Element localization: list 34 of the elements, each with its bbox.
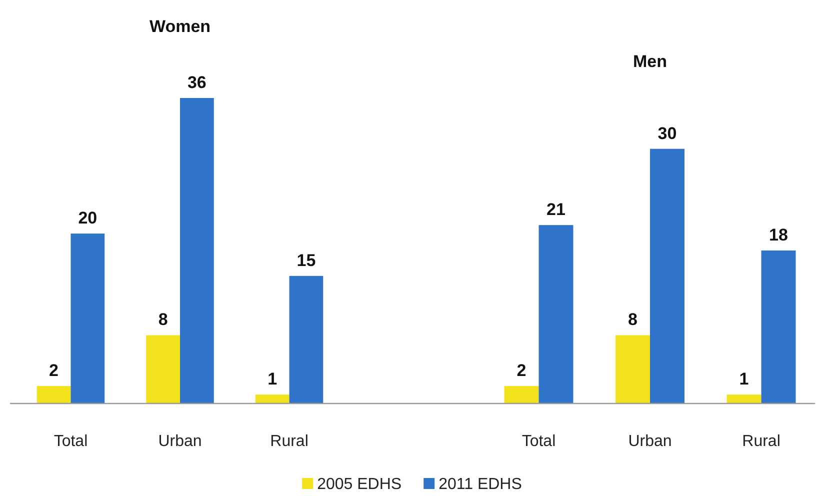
- data-label: 15: [296, 250, 316, 270]
- bar: [726, 394, 762, 403]
- x-tick-label: Urban: [628, 433, 672, 450]
- bar: [504, 386, 539, 403]
- data-label: 30: [658, 124, 677, 143]
- chart-title: Women: [149, 17, 211, 36]
- data-label: 2: [516, 361, 526, 380]
- legend-label: 2005 EDHS: [317, 476, 402, 493]
- legend-label: 2011 EDHS: [438, 476, 522, 493]
- bar: [289, 276, 324, 403]
- data-label: 1: [268, 370, 278, 389]
- bar: [146, 335, 180, 403]
- bar: [180, 98, 214, 403]
- data-label: 36: [187, 73, 206, 92]
- x-tick-label: Rural: [270, 433, 308, 450]
- bar: [761, 250, 796, 403]
- bar: [538, 225, 574, 403]
- bar: [616, 335, 650, 403]
- bar: [36, 386, 71, 403]
- data-label: 20: [78, 208, 98, 228]
- data-label: 21: [546, 200, 566, 220]
- x-tick-label: Urban: [158, 433, 202, 450]
- bar: [650, 148, 684, 403]
- bar: [255, 394, 290, 403]
- chart-title: Men: [633, 52, 667, 71]
- x-tick-label: Rural: [742, 433, 780, 450]
- x-tick-label: Total: [54, 433, 88, 450]
- data-label: 18: [769, 226, 788, 244]
- data-label: 2: [49, 361, 59, 380]
- data-label: 8: [628, 310, 638, 330]
- data-label: 1: [739, 370, 749, 389]
- data-label: 8: [158, 310, 168, 330]
- x-tick-label: Total: [522, 433, 556, 450]
- bar: [70, 234, 105, 403]
